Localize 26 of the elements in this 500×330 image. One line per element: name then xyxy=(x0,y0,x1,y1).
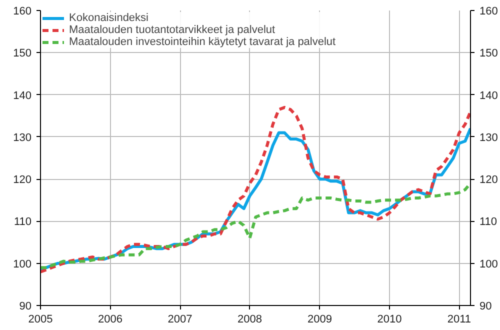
y-tick-label: 100 xyxy=(13,258,32,270)
y2-tick-label: 160 xyxy=(480,6,498,18)
y2-tick-label: 130 xyxy=(480,132,498,144)
y-tick-label: 160 xyxy=(13,6,32,18)
legend-label: Maatalouden investointeihin käytetyt tavarat ja palvelut xyxy=(69,36,336,48)
legend-label: Kokonaisindeksi xyxy=(69,12,148,24)
y2-tick-label: 90 xyxy=(480,300,492,312)
y-tick-label: 110 xyxy=(14,216,32,228)
x-tick-label: 2005 xyxy=(28,314,53,326)
y2-tick-label: 100 xyxy=(480,258,498,270)
y-tick-label: 130 xyxy=(13,132,32,144)
x-tick-label: 2008 xyxy=(238,314,262,326)
x-tick-label: 2006 xyxy=(98,314,123,326)
y-tick-label: 120 xyxy=(13,174,32,186)
x-tick-label: 2011 xyxy=(447,314,472,326)
y2-tick-label: 150 xyxy=(480,48,498,60)
x-tick-label: 2010 xyxy=(377,314,402,326)
y2-tick-label: 140 xyxy=(480,90,498,102)
x-tick-label: 2007 xyxy=(168,314,192,326)
y2-tick-label: 120 xyxy=(480,174,498,186)
legend-label: Maatalouden tuotantotarvikkeet ja palvelut xyxy=(69,24,276,36)
y-tick-label: 150 xyxy=(13,48,32,60)
y-tick-label: 140 xyxy=(13,90,32,102)
x-tick-label: 2009 xyxy=(307,314,332,326)
y-tick-label: 90 xyxy=(19,300,32,312)
y2-tick-label: 110 xyxy=(480,216,498,228)
